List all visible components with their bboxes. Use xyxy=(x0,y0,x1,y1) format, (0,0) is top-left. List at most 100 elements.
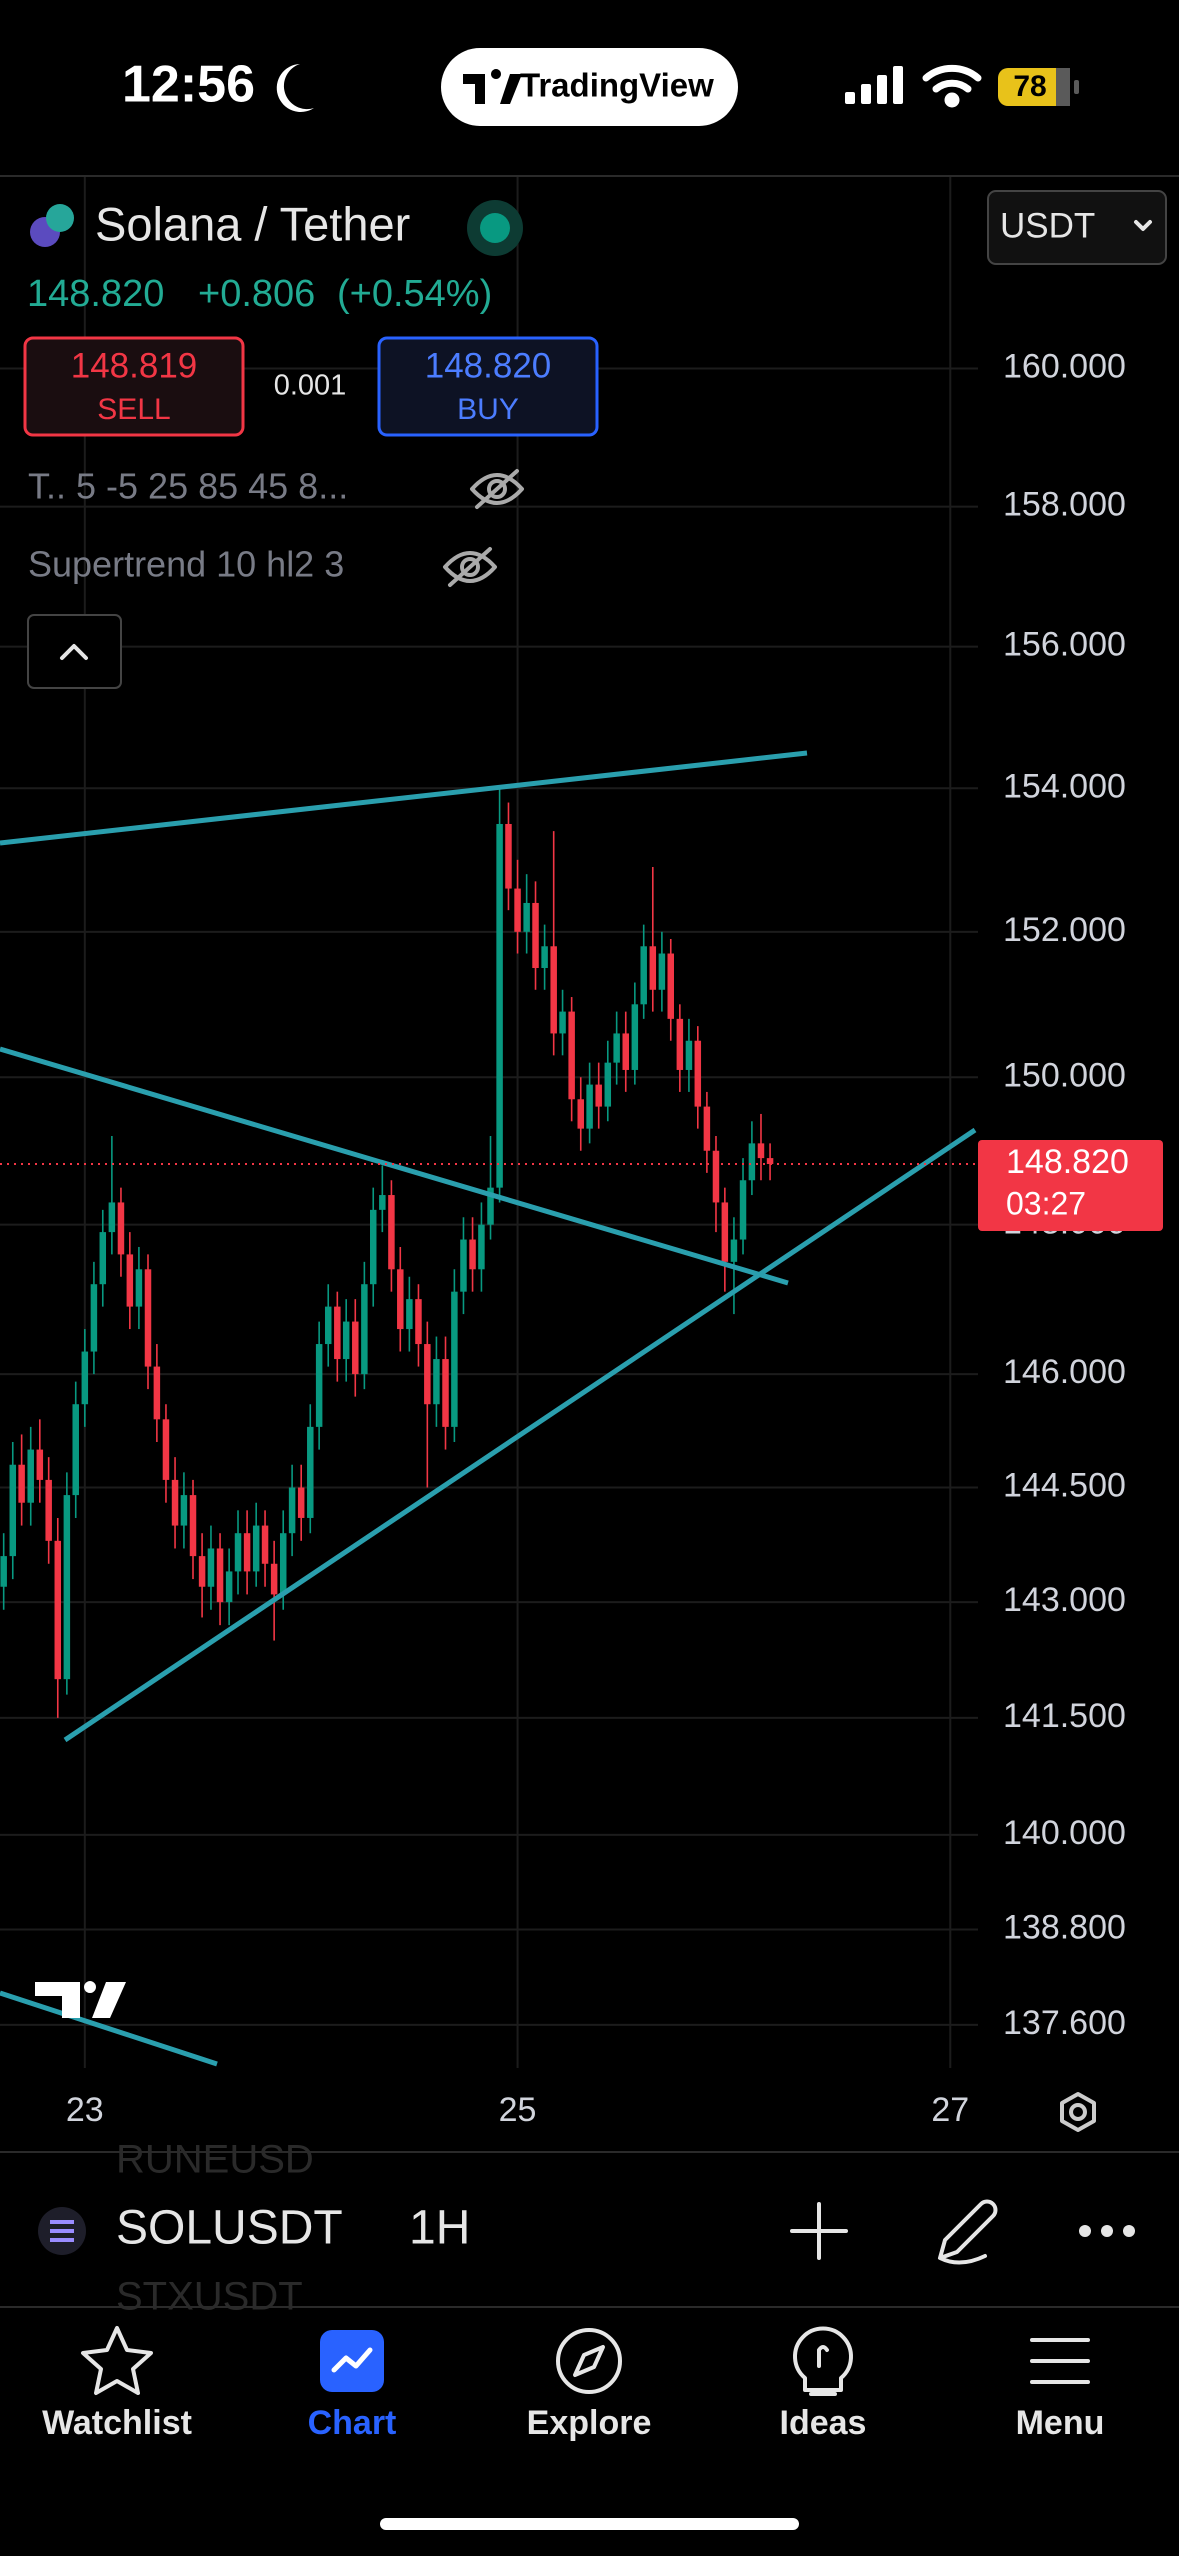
currency: USDT xyxy=(1000,206,1095,245)
y-tick-label: 143.000 xyxy=(1003,1581,1126,1619)
trend-line[interactable] xyxy=(0,1046,789,1286)
candle-body xyxy=(243,1533,251,1572)
candle-body xyxy=(135,1269,143,1307)
app-pill[interactable] xyxy=(441,48,738,126)
menu-icon[interactable] xyxy=(1030,2338,1090,2384)
trend-lines xyxy=(0,750,977,2067)
candle-body xyxy=(541,946,548,969)
chart-icon-line xyxy=(331,2347,373,2373)
change-pct: (+0.54%) xyxy=(337,273,492,315)
candle-body xyxy=(433,1359,440,1405)
tab-label[interactable]: Menu xyxy=(1016,2404,1105,2442)
interval[interactable]: 1H xyxy=(409,2202,470,2255)
candle-body xyxy=(108,1202,116,1233)
candle-body xyxy=(189,1495,197,1557)
candle-body xyxy=(261,1525,269,1564)
candle-body xyxy=(162,1419,170,1480)
candle-body xyxy=(460,1239,467,1292)
candle-body xyxy=(631,1004,639,1070)
candle-body xyxy=(622,1033,629,1070)
candle-body xyxy=(703,1106,711,1151)
add-icon[interactable] xyxy=(790,2202,848,2260)
candle-body xyxy=(397,1269,404,1330)
tab-label[interactable]: Chart xyxy=(308,2404,397,2442)
battery-empty xyxy=(1056,68,1070,106)
y-tick-label: 146.000 xyxy=(1003,1353,1126,1391)
candle-body xyxy=(757,1143,765,1159)
explore-icon[interactable] xyxy=(556,2328,622,2394)
candle-body xyxy=(9,1464,17,1557)
more-icon[interactable] xyxy=(1079,2225,1135,2237)
candle-body xyxy=(685,1040,693,1070)
candle-body xyxy=(117,1202,125,1255)
sell-button[interactable] xyxy=(23,336,245,437)
trend-line[interactable] xyxy=(0,750,808,846)
candle-body xyxy=(18,1464,25,1503)
home-indicator xyxy=(380,2518,799,2530)
candle-body xyxy=(748,1143,756,1181)
candle-body xyxy=(496,823,503,1188)
candle-body xyxy=(406,1299,413,1330)
candle-body xyxy=(324,1306,332,1345)
candle-body xyxy=(63,1495,71,1680)
candle-body xyxy=(694,1040,702,1107)
y-tick-label: 140.000 xyxy=(1003,1814,1126,1852)
candle-body xyxy=(334,1306,341,1360)
trend-line[interactable] xyxy=(0,1990,218,2067)
candle-body xyxy=(352,1321,359,1375)
sell-label: SELL xyxy=(97,393,170,426)
candle-body xyxy=(424,1344,431,1405)
candle-body xyxy=(613,1033,620,1063)
clock: 12:56 xyxy=(122,56,255,114)
candle-body xyxy=(288,1487,296,1534)
candle-body xyxy=(604,1062,612,1107)
x-tick-label: 23 xyxy=(66,2091,104,2129)
candle-body xyxy=(658,953,666,990)
candle-body xyxy=(550,946,557,1034)
candle-body xyxy=(297,1487,305,1518)
countdown: 03:27 xyxy=(1006,1185,1086,1221)
watchlist-icon[interactable] xyxy=(81,2326,153,2395)
y-tick-label: 141.500 xyxy=(1003,1697,1126,1735)
candle-body xyxy=(505,823,512,889)
buy-price: 148.820 xyxy=(425,346,552,385)
candle-body xyxy=(81,1351,89,1405)
candle-body xyxy=(54,1540,62,1680)
candle-body xyxy=(153,1366,161,1420)
candle-body xyxy=(180,1495,188,1526)
trend-line[interactable] xyxy=(63,1127,977,1743)
symbol[interactable]: SOLUSDT xyxy=(116,2202,343,2255)
indicator-label[interactable]: T.. 5 -5 25 85 45 8... xyxy=(28,466,348,507)
market-open-dot xyxy=(480,213,510,243)
draw-icon[interactable] xyxy=(938,2199,998,2265)
tab-label[interactable]: Explore xyxy=(527,2404,652,2442)
candle-body xyxy=(586,1084,593,1129)
overlay-layer: 160.000 158.000 156.000 154.000 152.000 150.0… xyxy=(0,348,1163,2129)
collapse-button[interactable] xyxy=(27,614,122,689)
candle-body xyxy=(72,1404,79,1496)
candle-body xyxy=(216,1548,224,1603)
ideas-icon[interactable] xyxy=(793,2326,853,2396)
settings-icon[interactable] xyxy=(1060,2092,1096,2132)
candle-body xyxy=(171,1479,179,1526)
indicator-label[interactable]: Supertrend 10 hl2 3 xyxy=(28,544,344,585)
candle-body xyxy=(640,946,647,1005)
tab-label[interactable]: Watchlist xyxy=(42,2404,192,2442)
price-tag xyxy=(978,1140,1163,1232)
candle-body xyxy=(144,1269,152,1367)
candle-body xyxy=(45,1479,52,1541)
candle-body xyxy=(126,1254,134,1307)
candle-body xyxy=(270,1563,278,1595)
eye-off-icon[interactable] xyxy=(443,547,497,587)
signal-icon xyxy=(845,66,903,104)
currency-select[interactable] xyxy=(987,190,1167,265)
eye-off-icon[interactable] xyxy=(470,469,524,509)
buy-button[interactable] xyxy=(377,336,599,437)
tab-label[interactable]: Ideas xyxy=(780,2404,867,2442)
candle-body xyxy=(568,1011,575,1100)
candle-body xyxy=(451,1291,458,1427)
price-tag-label: 148.820 xyxy=(1006,1143,1129,1181)
y-tick-label: 150.000 xyxy=(1003,1056,1126,1094)
candle-body xyxy=(307,1426,314,1518)
